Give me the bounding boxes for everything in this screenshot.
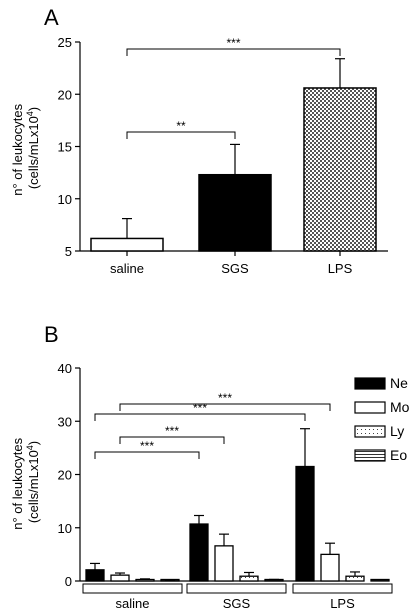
y-tick-label: 10 (58, 192, 72, 207)
category-box-SGS (186, 583, 287, 594)
y-tick-label: 20 (58, 468, 72, 483)
x-tick-label-saline: saline (116, 596, 150, 611)
bar-saline (90, 237, 164, 252)
bar-LPS-Ly (345, 575, 365, 582)
legend-swatch-Ly (354, 425, 386, 438)
y-tick-label: 25 (58, 35, 72, 50)
panel-a-ylabel: n° of leukocytes (cells/mLx104) (10, 100, 41, 196)
sig-bracket-0-label: *** (140, 439, 154, 453)
x-tick-label-LPS: LPS (330, 596, 355, 611)
legend-label-Eo: Eo (390, 447, 407, 463)
bar-SGS-Mo (214, 545, 234, 582)
bar-saline-Ly (135, 578, 155, 582)
bar-SGS-Ne (189, 523, 209, 582)
sig-saline-lps-bracket (126, 48, 341, 56)
bar-SGS (198, 173, 272, 252)
x-tick-label-SGS: SGS (221, 261, 249, 276)
y-tick-label: 30 (58, 414, 72, 429)
bar-saline-Mo (110, 574, 130, 582)
y-tick-label: 20 (58, 87, 72, 102)
sig-saline-sgs-bracket (126, 131, 236, 139)
bar-SGS-Ly (239, 575, 259, 582)
x-tick-label-saline: saline (110, 261, 144, 276)
bar-LPS (303, 87, 377, 252)
legend-label-Ne: Ne (390, 375, 408, 391)
bar-LPS-Eo (370, 578, 390, 582)
sig-bracket-2-label: *** (193, 401, 207, 415)
y-tick-label: 10 (58, 521, 72, 536)
x-tick-label-SGS: SGS (223, 596, 251, 611)
bar-LPS-Mo (320, 553, 340, 582)
sig-bracket-3-label: *** (218, 391, 232, 405)
legend-label-Ly: Ly (390, 423, 404, 439)
bar-saline-Ne (85, 569, 105, 582)
sig-saline-sgs-label: ** (176, 119, 186, 133)
legend-swatch-Ne (354, 377, 386, 390)
bar-LPS-Ne (295, 465, 315, 582)
y-tick-label: 15 (58, 140, 72, 155)
x-tick-label-LPS: LPS (328, 261, 353, 276)
panel-a-letter: A (44, 5, 59, 30)
sig-bracket-2-bracket (94, 413, 306, 421)
legend-label-Mo: Mo (390, 399, 410, 415)
category-box-LPS (292, 583, 393, 594)
sig-bracket-0-bracket (94, 451, 200, 459)
sig-bracket-3-bracket (119, 403, 331, 411)
sig-bracket-1-label: *** (165, 424, 179, 438)
sig-bracket-1-bracket (119, 436, 225, 444)
y-tick-label: 0 (65, 574, 72, 589)
panel-b-ylabel: n° of leukocytes (cells/mLx104) (10, 434, 41, 530)
legend-swatch-Mo (354, 401, 386, 414)
panel-b-plot: 0 10 20 30 40 saline SGS LPS *** *** *** *** Ne Mo Ly E… (58, 361, 410, 611)
panel-b-letter: B (44, 322, 59, 347)
legend-swatch-Eo (354, 449, 386, 462)
sig-saline-lps-label: *** (226, 36, 240, 50)
y-tick-label: 40 (58, 361, 72, 376)
y-tick-label: 5 (65, 244, 72, 259)
category-box-saline (82, 583, 183, 594)
